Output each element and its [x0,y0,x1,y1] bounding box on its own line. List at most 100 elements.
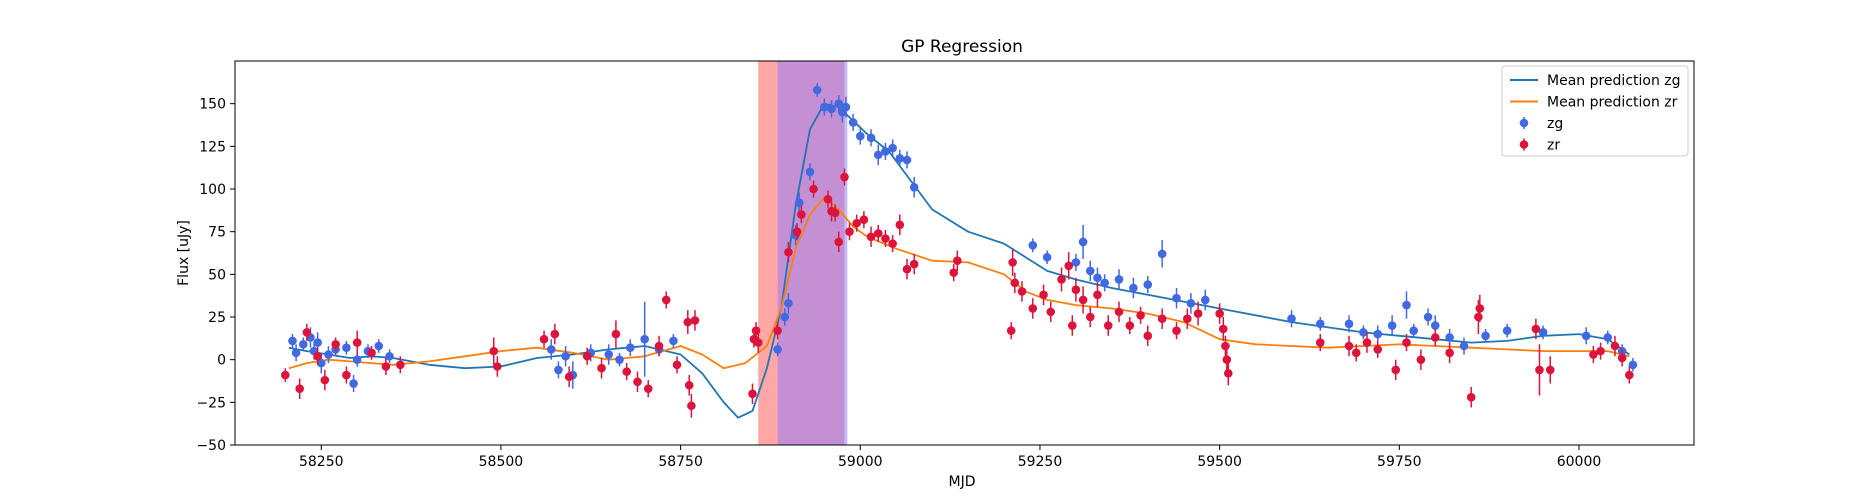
data-point [1445,333,1454,342]
data-point [805,167,815,177]
points-zg [288,83,1638,393]
data-point [352,355,362,364]
data-point [1430,321,1440,330]
y-tick-label: 25 [208,310,226,326]
data-point [1157,249,1167,259]
data-point [1581,331,1591,341]
data-point [1402,300,1411,310]
data-point [640,334,649,344]
data-point [349,379,358,388]
data-point [1391,365,1401,375]
data-point [748,389,757,399]
data-point [654,341,664,351]
legend-label: Mean prediction zg [1547,73,1681,89]
data-point [1373,345,1383,354]
data-point [1359,328,1368,337]
legend-swatch [1519,118,1529,128]
data-point [1625,370,1634,380]
data-point [633,377,642,387]
data-point [1535,365,1544,375]
data-point [1157,314,1167,324]
data-point [1071,285,1081,294]
data-point [604,350,614,359]
observation-points [281,83,1638,418]
data-point [1387,321,1397,330]
data-point [320,375,330,385]
data-point [1531,324,1541,334]
data-point [396,360,405,370]
x-tick-label: 58500 [479,454,524,470]
data-point [554,365,563,375]
data-point [1057,275,1066,284]
data-point [1008,258,1017,267]
data-point [866,133,876,143]
data-point [1103,321,1113,330]
data-point [794,198,804,207]
data-point [1222,355,1232,364]
data-point [873,229,883,238]
data-point [797,210,806,219]
legend-label: Mean prediction zr [1547,95,1678,111]
data-point [1351,348,1361,358]
data-point [615,355,624,364]
data-point [550,329,560,339]
x-tick-label: 59750 [1377,454,1422,470]
data-point [1028,304,1038,313]
data-point [1223,369,1233,378]
data-point [1430,333,1440,342]
data-point [1136,310,1145,320]
data-point [1010,278,1020,288]
data-point [1481,331,1490,341]
data-point [597,363,606,373]
data-point [489,346,499,356]
data-point [1423,312,1433,322]
data-point [625,343,635,353]
legend: Mean prediction zg Mean prediction zr zg zr [1501,65,1689,157]
x-tick-label: 58250 [299,454,344,470]
data-point [561,351,570,361]
data-point [672,360,682,370]
y-tick-label: 50 [208,267,226,283]
data-point [834,99,844,108]
data-point [881,234,890,243]
data-point [773,326,782,335]
data-point [313,351,322,361]
data-point [848,118,858,127]
data-point [827,104,836,114]
shaded-regions [758,61,848,445]
legend-swatch [1519,140,1529,149]
data-point [1287,314,1296,324]
data-point [1475,304,1485,313]
data-point [1078,237,1088,247]
data-point [1085,312,1095,322]
data-point [1617,353,1627,363]
y-tick-label: 100 [199,182,226,198]
data-point [1071,258,1081,267]
data-point [859,215,869,225]
data-point [873,150,883,160]
data-point [1114,307,1124,317]
data-point [1218,324,1228,334]
data-point [539,334,549,344]
data-point [288,336,297,346]
data-point [291,348,301,358]
x-tick-label: 60000 [1557,454,1602,470]
data-point [1183,314,1192,324]
data-point [342,343,351,353]
data-point [1610,341,1620,351]
data-point [342,370,351,380]
data-point [1221,341,1230,351]
data-point [1093,273,1102,283]
y-tick-label: 125 [199,139,226,155]
data-point [784,299,793,308]
data-point [1100,278,1109,288]
legend-item-zr: zr [1519,138,1560,154]
data-point [1409,326,1418,335]
data-point [1538,328,1548,337]
line-mean-prediction-zr [288,196,1630,370]
data-point [669,336,678,346]
data-point [1172,293,1181,303]
data-point [313,338,322,347]
data-point [1039,290,1048,300]
data-point [643,384,653,393]
